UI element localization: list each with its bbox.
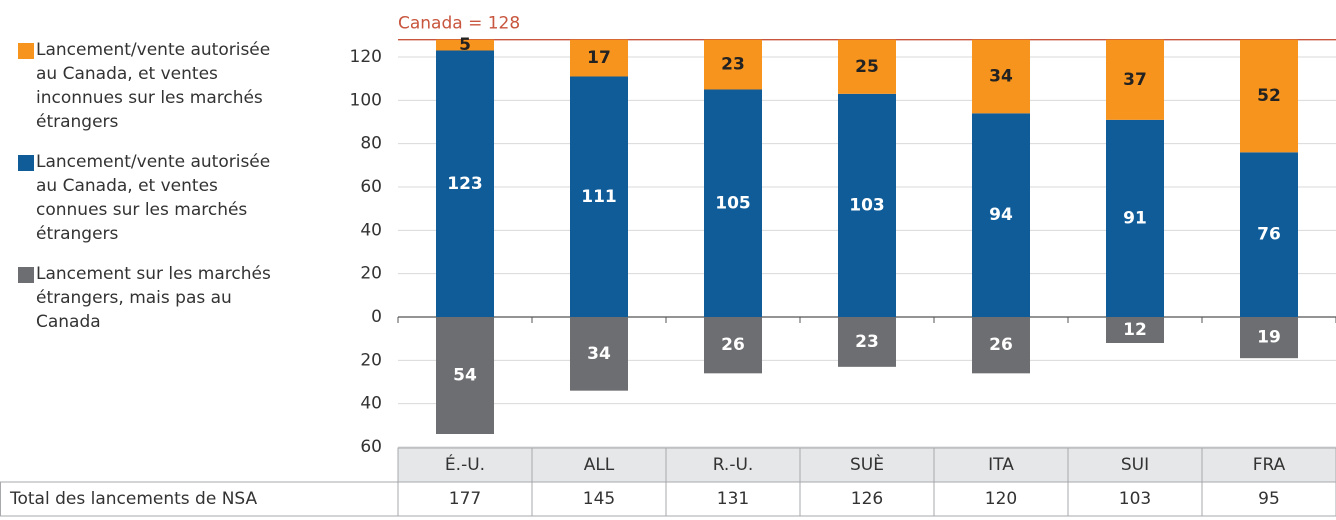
x-tick-label: R.-U. (713, 455, 754, 475)
bar (1106, 317, 1164, 343)
reference-label: Canada = 128 (398, 14, 520, 34)
table-value: 131 (717, 489, 749, 509)
legend-label: Lancement/vente autorisée au Canada, et … (36, 40, 271, 132)
bar (704, 39, 762, 90)
y-tick-label: 80 (360, 134, 382, 154)
y-tick-label: 60 (360, 177, 382, 197)
bar (838, 317, 896, 367)
table-row-label: Total des lancements de NSA (9, 489, 258, 509)
bar (436, 50, 494, 317)
table-cell (799, 481, 935, 517)
legend-item: Lancement/vente autorisée au Canada, et … (18, 38, 288, 134)
table-value: 95 (1258, 489, 1280, 509)
y-tick-label: 120 (350, 47, 382, 67)
x-tick-label: SUI (1121, 455, 1149, 475)
y-tick-label: 100 (350, 90, 382, 110)
x-tick-label: FRA (1253, 455, 1286, 475)
data-label: 94 (989, 205, 1013, 225)
data-label: 76 (1257, 225, 1281, 245)
bar (1240, 39, 1298, 153)
bar (1106, 39, 1164, 120)
legend-item: Lancement sur les marchés étrangers, mai… (18, 262, 288, 334)
data-label: 54 (453, 366, 477, 386)
data-label: 23 (855, 332, 879, 352)
table-value: 145 (583, 489, 615, 509)
data-label: 5 (459, 35, 471, 55)
table-value: 103 (1119, 489, 1151, 509)
bar (704, 89, 762, 317)
bar (1106, 119, 1164, 317)
legend-item: Lancement/vente autorisée au Canada, et … (18, 150, 288, 246)
bar (972, 113, 1030, 317)
data-label: 37 (1123, 70, 1147, 90)
bar (704, 317, 762, 374)
table-value: 120 (985, 489, 1017, 509)
bar (570, 76, 628, 317)
category-cell (933, 447, 1069, 483)
table-label-cell (0, 481, 399, 517)
data-label: 34 (587, 344, 611, 364)
y-tick-label: 60 (360, 437, 382, 457)
data-label: 105 (715, 193, 751, 213)
data-label: 91 (1123, 208, 1147, 228)
bar (838, 39, 896, 94)
x-tick-label: É.-U. (445, 453, 485, 475)
data-label: 34 (989, 67, 1013, 87)
data-label: 25 (855, 57, 879, 77)
y-tick-label: 20 (360, 264, 382, 284)
legend-swatch (18, 155, 34, 171)
legend-label: Lancement/vente autorisée au Canada, et … (36, 152, 271, 244)
x-tick-label: SUÈ (850, 453, 884, 475)
legend: Lancement/vente autorisée au Canada, et … (18, 38, 288, 350)
bar (570, 317, 628, 391)
table-cell (1067, 481, 1203, 517)
legend-label: Lancement sur les marchés étrangers, mai… (36, 264, 271, 332)
y-tick-label: 40 (360, 220, 382, 240)
bar (436, 317, 494, 434)
data-label: 26 (989, 335, 1013, 355)
data-label: 23 (721, 55, 745, 75)
data-label: 111 (581, 187, 617, 207)
bar (838, 93, 896, 317)
table-cell (1201, 481, 1336, 517)
category-cell (1067, 447, 1203, 483)
table-cell (665, 481, 801, 517)
data-label: 12 (1123, 320, 1147, 340)
bar (1240, 152, 1298, 317)
y-tick-label: 20 (360, 350, 382, 370)
legend-swatch (18, 267, 34, 283)
y-tick-label: 40 (360, 394, 382, 414)
data-label: 19 (1257, 328, 1281, 348)
data-label: 123 (447, 174, 483, 194)
data-label: 103 (849, 195, 885, 215)
table-value: 177 (449, 489, 481, 509)
y-tick-label: 0 (371, 307, 382, 327)
data-label: 17 (587, 48, 611, 68)
bar (972, 39, 1030, 114)
x-tick-label: ALL (584, 455, 615, 475)
bar (436, 39, 494, 51)
data-label: 26 (721, 335, 745, 355)
bar (972, 317, 1030, 374)
table-value: 126 (851, 489, 883, 509)
bar (570, 39, 628, 77)
x-tick-label: ITA (988, 455, 1014, 475)
data-label: 52 (1257, 86, 1281, 106)
table-cell (531, 481, 667, 517)
legend-swatch (18, 43, 34, 59)
bar (1240, 317, 1298, 359)
